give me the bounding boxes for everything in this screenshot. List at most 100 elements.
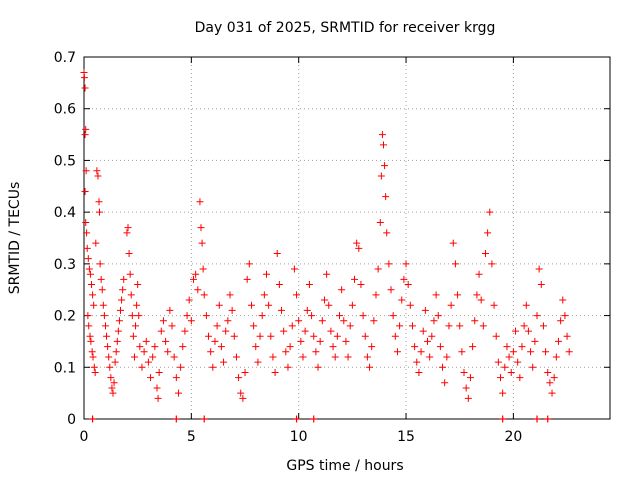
data-point <box>101 322 109 330</box>
data-point <box>254 358 262 366</box>
data-point <box>185 296 193 304</box>
x-axis-label: GPS time / hours <box>286 458 403 474</box>
data-point <box>192 270 200 278</box>
data-point <box>400 275 408 283</box>
data-point <box>83 229 91 237</box>
data-point <box>207 348 215 356</box>
data-point <box>546 379 554 387</box>
data-point <box>415 368 423 376</box>
data-point <box>544 368 552 376</box>
data-point <box>222 327 230 335</box>
data-point <box>436 343 444 351</box>
y-tick-label: 0.3 <box>54 257 76 273</box>
data-point <box>142 337 150 345</box>
data-point <box>464 394 472 402</box>
data-point <box>377 172 385 180</box>
data-point <box>95 198 103 206</box>
data-point <box>84 255 92 263</box>
data-point <box>88 281 96 289</box>
data-point <box>135 312 143 320</box>
data-point <box>250 322 258 330</box>
data-point <box>531 337 539 345</box>
plot-area-frame <box>83 56 611 420</box>
data-point <box>441 379 449 387</box>
data-point <box>174 389 182 397</box>
data-point <box>374 265 382 273</box>
data-point <box>154 394 162 402</box>
data-point <box>524 327 532 335</box>
data-point <box>275 281 283 289</box>
data-point <box>198 239 206 247</box>
data-point <box>112 348 120 356</box>
data-point <box>505 353 513 361</box>
data-point <box>539 322 547 330</box>
data-points <box>80 69 573 402</box>
data-point <box>170 353 178 361</box>
data-point <box>353 239 361 247</box>
data-point <box>398 296 406 304</box>
data-point <box>155 368 163 376</box>
data-point <box>237 389 245 397</box>
data-point <box>104 343 112 351</box>
data-point <box>428 332 436 340</box>
data-point <box>115 317 123 325</box>
data-point <box>318 317 326 325</box>
data-point <box>488 260 496 268</box>
data-point <box>125 250 133 258</box>
chart-title: Day 031 of 2025, SRMTID for receiver krg… <box>195 20 496 36</box>
data-point <box>118 296 126 304</box>
data-point <box>288 322 296 330</box>
data-point <box>512 327 520 335</box>
data-point <box>522 301 530 309</box>
data-point <box>290 265 298 273</box>
data-point <box>408 322 416 330</box>
data-point <box>387 286 395 294</box>
data-point <box>490 301 498 309</box>
data-point <box>299 353 307 361</box>
axis-marker-point <box>499 415 507 423</box>
data-point <box>226 291 234 299</box>
axis-marker-point <box>172 415 180 423</box>
data-point <box>114 327 122 335</box>
data-point <box>497 374 505 382</box>
data-point <box>439 363 447 371</box>
data-point <box>181 327 189 335</box>
data-point <box>316 337 324 345</box>
data-point <box>105 353 113 361</box>
data-point <box>91 368 99 376</box>
data-point <box>194 286 202 294</box>
data-point <box>172 374 180 382</box>
data-point <box>202 312 210 320</box>
data-point <box>109 389 117 397</box>
data-point <box>284 363 292 371</box>
data-point <box>381 162 389 170</box>
data-point <box>88 348 96 356</box>
data-point <box>295 317 303 325</box>
data-point <box>333 332 341 340</box>
data-point <box>535 265 543 273</box>
data-point <box>501 363 509 371</box>
data-point <box>411 343 419 351</box>
data-point <box>368 343 376 351</box>
data-point <box>252 343 260 351</box>
data-point <box>460 368 468 376</box>
data-point <box>462 384 470 392</box>
data-point <box>205 332 213 340</box>
data-point <box>376 218 384 226</box>
data-point <box>430 317 438 325</box>
data-point <box>164 348 172 356</box>
data-point <box>133 301 141 309</box>
data-point <box>183 312 191 320</box>
data-point <box>385 260 393 268</box>
data-point <box>471 317 479 325</box>
data-point <box>82 218 90 226</box>
data-point <box>308 312 316 320</box>
data-point <box>157 327 165 335</box>
data-point <box>87 337 95 345</box>
data-point <box>338 286 346 294</box>
data-point <box>149 353 157 361</box>
data-point <box>432 291 440 299</box>
data-point <box>103 332 111 340</box>
data-point <box>86 270 94 278</box>
